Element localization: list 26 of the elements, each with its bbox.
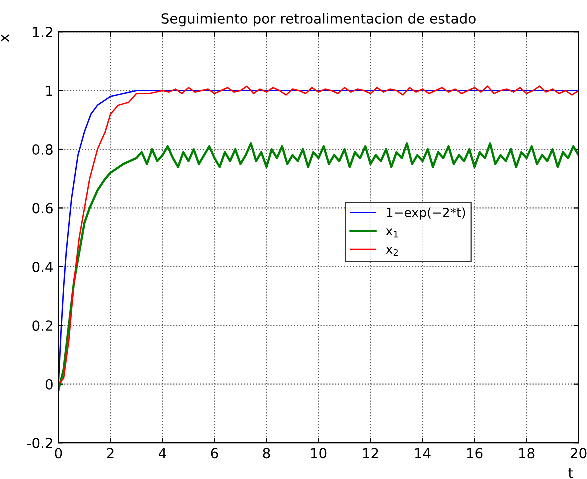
x-tick-label: 10: [311, 448, 327, 459]
legend-label: 1−exp(−2*t): [387, 208, 466, 220]
y-tick-label: 1.2: [33, 27, 52, 38]
line-series: [58, 142, 579, 392]
legend-label: x$_{1}$: [386, 228, 398, 238]
y-tick-label: -0.2: [27, 438, 52, 449]
x-tick-label: 20: [570, 448, 587, 459]
x-axis-title: t: [568, 468, 574, 478]
x-tick-label: 14: [415, 448, 431, 458]
y-tick-label: 1: [46, 86, 53, 96]
x-tick-label: 0: [55, 448, 62, 459]
y-axis-title: x: [1, 34, 10, 42]
x-tick-label: 4: [158, 448, 166, 458]
x-tick-label: 16: [467, 448, 483, 459]
x-tick-label: 6: [211, 448, 218, 459]
y-tick-label: 0.8: [32, 144, 53, 155]
y-tick-label: 0.6: [32, 203, 53, 214]
x-tick-label: 12: [363, 448, 378, 458]
legend-label: x$_{2}$: [386, 247, 398, 256]
y-tick-label: 0.4: [32, 262, 54, 272]
y-tick-label: 0: [46, 379, 53, 390]
x-tick-label: 2: [107, 448, 114, 458]
x-tick-label: 8: [263, 448, 270, 459]
chart-title: Seguimiento por retroalimentacion de estado: [162, 13, 476, 27]
x-tick-label: 18: [519, 448, 535, 459]
y-tick-label: 0.2: [32, 320, 52, 332]
